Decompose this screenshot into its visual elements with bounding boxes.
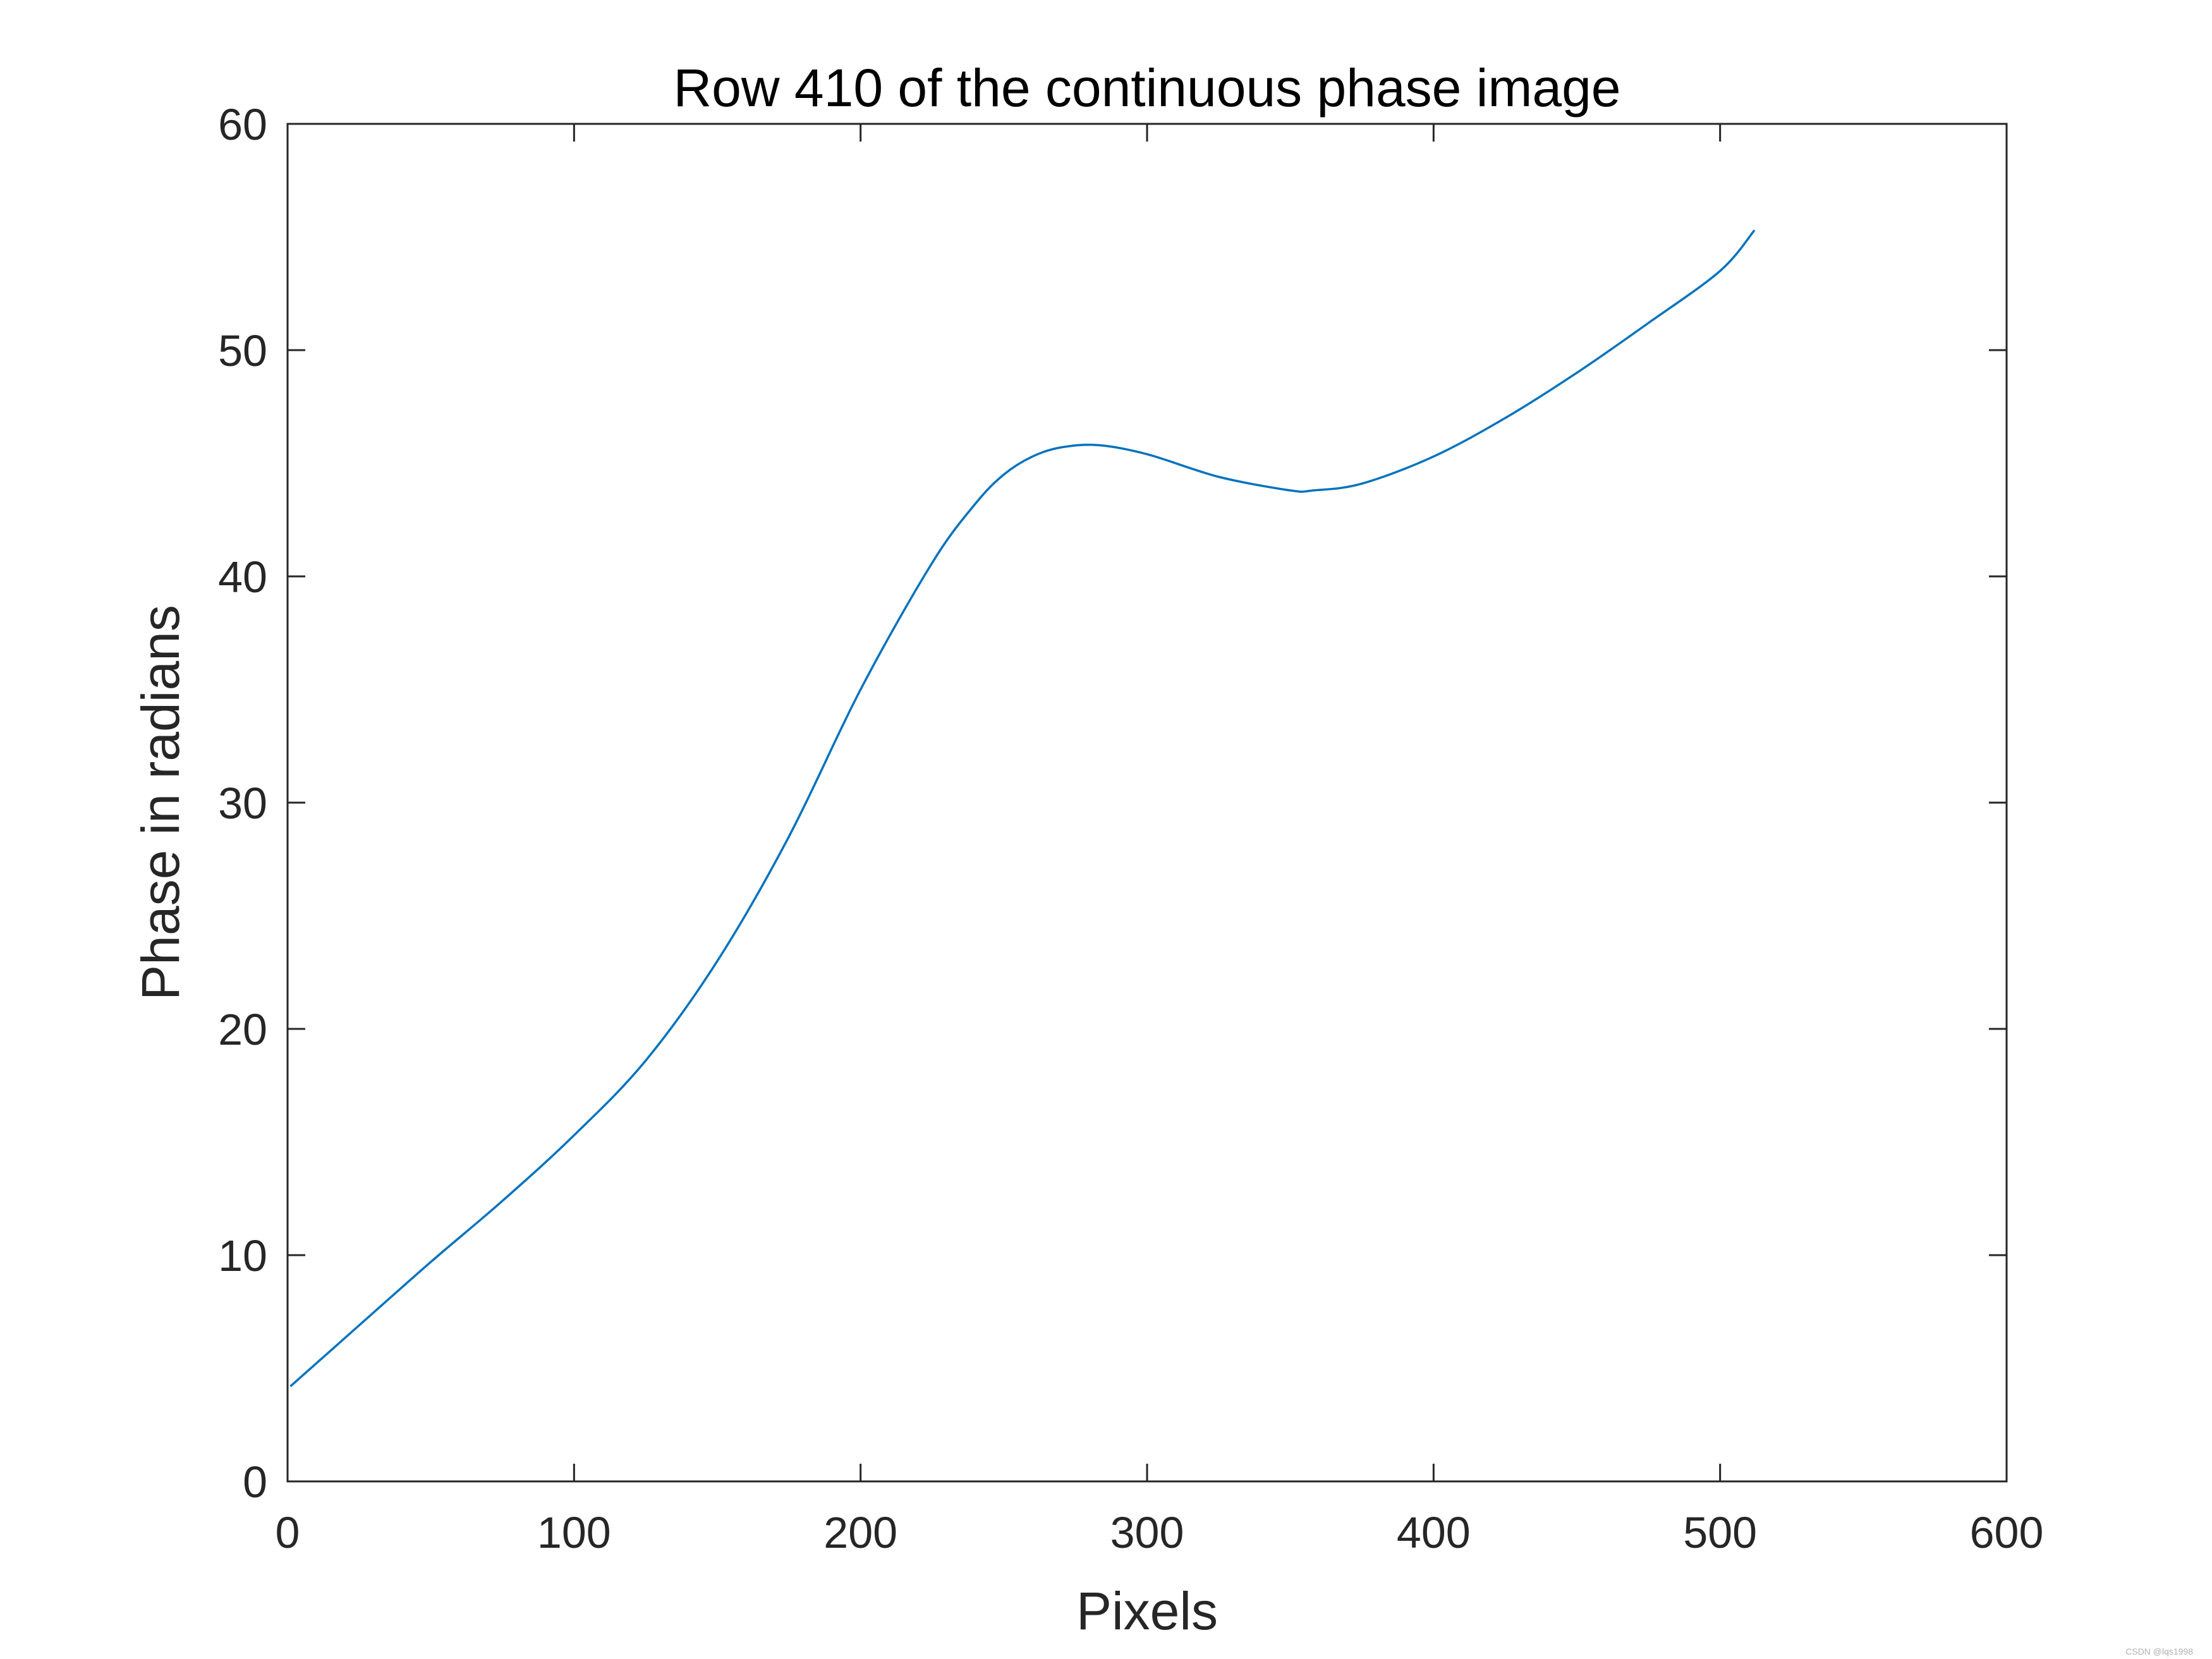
y-axis-label: Phase in radians [131,605,190,1000]
x-tick-label-5: 500 [1683,1508,1757,1557]
x-tick-label-1: 100 [537,1508,611,1557]
axes-box [286,123,2008,1483]
y-tick-label-0: 0 [243,1457,267,1507]
series-line [289,229,1756,1387]
plot-area [288,124,2007,1481]
watermark: CSDN @lqs1998 [2125,1646,2193,1656]
y-tick-label-4: 40 [218,552,267,602]
y-tick-label-5: 50 [218,326,267,375]
x-axis-label: Pixels [1076,1581,1218,1641]
y-tick-label-1: 10 [218,1231,267,1280]
y-tick-label-2: 20 [218,1005,267,1054]
x-tick-label-0: 0 [276,1508,300,1557]
x-tick-label-6: 600 [1970,1508,2044,1557]
x-tick-label-4: 400 [1397,1508,1471,1557]
tick-labels-layer: 0 100 200 300 400 500 600 0 10 20 30 40 50 60 [218,100,2043,1557]
chart-title: Row 410 of the continuous phase image [674,58,1621,118]
y-tick-label-3: 30 [218,779,267,828]
x-tick-label-3: 300 [1110,1508,1184,1557]
x-tick-label-2: 200 [823,1508,897,1557]
y-tick-label-6: 60 [218,100,267,149]
